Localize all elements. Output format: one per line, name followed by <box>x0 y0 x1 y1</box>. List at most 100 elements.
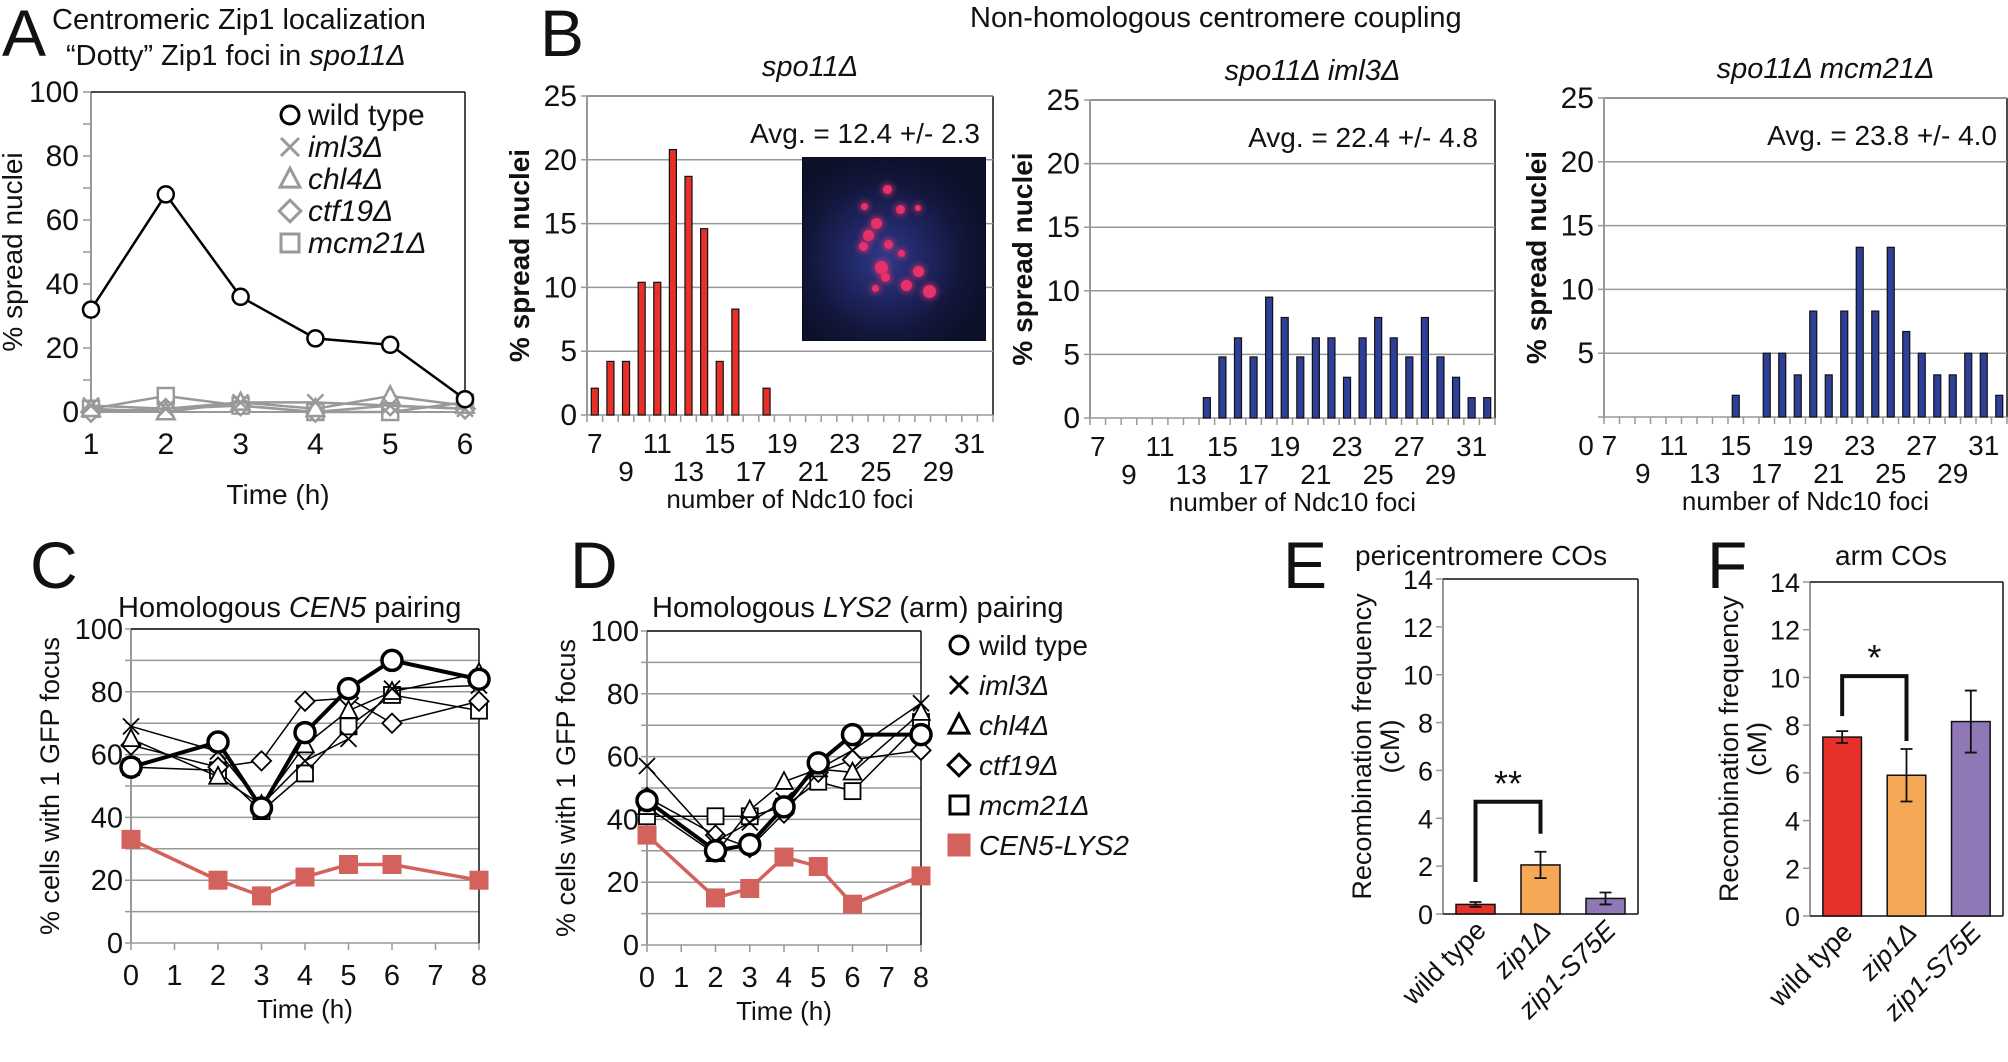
histogram-bar <box>1202 397 1211 419</box>
y-tick-label: 6 <box>1418 756 1433 786</box>
panel-a-title-prefix: “Dotty” Zip1 foci in <box>66 40 310 72</box>
x-tick-label: 3 <box>253 960 269 992</box>
y-tick-label: 20 <box>91 865 123 897</box>
data-point <box>773 770 795 790</box>
x-tick-label: 4 <box>297 960 313 992</box>
y-tick-label: 0 <box>1063 402 1080 435</box>
histogram-bar <box>731 308 740 416</box>
histogram-bar <box>590 387 599 416</box>
y-tick-label: 10 <box>1047 275 1080 308</box>
data-point <box>911 866 931 886</box>
x-tick-label: 29 <box>1425 459 1456 490</box>
x-tick-label: 19 <box>767 428 798 459</box>
y-tick-label: 100 <box>591 616 639 648</box>
y-axis-label: % spread nuclei <box>504 149 535 362</box>
y-tick-label: 20 <box>544 144 577 177</box>
x-axis-label: Time (h) <box>736 996 832 1026</box>
y-tick-label: 20 <box>1047 148 1080 181</box>
significance-bracket <box>1840 674 1909 741</box>
x-tick-label: 5 <box>810 962 826 994</box>
y-tick-label: 60 <box>91 740 123 772</box>
x-tick-label: 4 <box>307 428 324 461</box>
y-tick-label: 14 <box>1403 565 1433 595</box>
histogram-bar <box>668 148 677 416</box>
histogram-bar <box>1917 352 1926 418</box>
x-tick-label: 15 <box>704 428 735 459</box>
panel-letter-b: B <box>540 0 585 70</box>
x-tick-label: 29 <box>923 456 954 487</box>
x-tick-label: 19 <box>1269 431 1300 462</box>
panel-a-title-line1: Centromeric Zip1 localization <box>52 4 426 36</box>
data-point <box>207 765 229 785</box>
y-tick-label: 60 <box>607 742 639 774</box>
x-tick-label: 5 <box>382 428 399 461</box>
histogram-bar <box>1451 376 1461 419</box>
panel-d-title-suffix: (arm) pairing <box>891 592 1064 624</box>
data-point <box>249 796 274 820</box>
y-tick-label: 80 <box>46 140 79 173</box>
y-tick-label: 2 <box>1418 852 1433 882</box>
data-point <box>306 329 325 348</box>
data-point <box>469 870 489 890</box>
y-tick-label: 12 <box>1770 616 1800 646</box>
x-tick-label: 6 <box>844 962 860 994</box>
legend-label: ctf19Δ <box>979 750 1059 781</box>
data-point <box>738 832 762 857</box>
histogram-bar <box>1327 337 1336 419</box>
y-axis-label: % spread nuclei <box>1521 151 1552 364</box>
x-tick-label: 21 <box>798 456 829 487</box>
data-point <box>910 701 932 721</box>
data-point <box>381 712 403 735</box>
panel-b-group-title: Non-homologous centromere coupling <box>970 2 1462 34</box>
significance-label: * <box>1867 637 1881 678</box>
legend-label: mcm21Δ <box>979 790 1090 821</box>
data-point <box>706 888 725 908</box>
panel-c-title: Homologous CEN5 pairing <box>118 592 461 625</box>
series-line-chl4 <box>90 394 466 414</box>
legend-marker <box>948 674 970 696</box>
data-point <box>120 727 142 748</box>
error-bar <box>1534 850 1547 880</box>
histogram-bar <box>762 387 771 416</box>
x-tick-label: 11 <box>643 428 672 459</box>
legend-label: chl4Δ <box>979 710 1049 741</box>
histogram-bar <box>1731 394 1740 418</box>
data-point <box>912 694 930 712</box>
panel-letter-a: A <box>2 0 47 70</box>
x-tick-label: 7 <box>427 960 443 992</box>
x-tick-label: 3 <box>232 428 249 461</box>
data-point <box>380 648 404 673</box>
legend-label: CEN5-LYS2 <box>979 830 1129 861</box>
y-tick-label: 0 <box>107 928 123 960</box>
histogram-bar <box>1824 374 1833 418</box>
data-point <box>339 855 358 874</box>
data-point <box>294 690 316 713</box>
data-point <box>156 399 175 418</box>
x-tick-label: 25 <box>860 456 891 487</box>
histogram-bar <box>1420 316 1430 419</box>
series-line-wildtype <box>645 732 921 853</box>
x-axis-label: number of Ndc10 foci <box>1682 486 1929 516</box>
x-tick-label: 15 <box>1720 430 1751 461</box>
y-tick-label: 4 <box>1785 807 1800 837</box>
panel-c-title-suffix: pairing <box>366 592 462 624</box>
legend-label: ctf19Δ <box>308 195 393 228</box>
data-point <box>843 894 862 914</box>
data-point <box>80 396 102 418</box>
histogram-bar <box>653 281 662 416</box>
data-point <box>379 383 402 405</box>
average-annotation: Avg. = 23.8 +/- 4.0 <box>1767 120 1997 151</box>
y-tick-label: 5 <box>1577 337 1594 370</box>
error-bar <box>1900 748 1913 803</box>
legend-marker <box>279 104 301 126</box>
y-tick-label: 15 <box>544 208 577 241</box>
chart-title: spo11Δ <box>762 51 858 83</box>
y-axis-label: % spread nuclei <box>0 152 28 351</box>
data-point <box>706 807 725 826</box>
data-point <box>909 722 933 747</box>
data-point <box>740 878 760 898</box>
x-tick-label: 25 <box>1875 458 1906 489</box>
x-tick-label: 17 <box>1751 458 1782 489</box>
